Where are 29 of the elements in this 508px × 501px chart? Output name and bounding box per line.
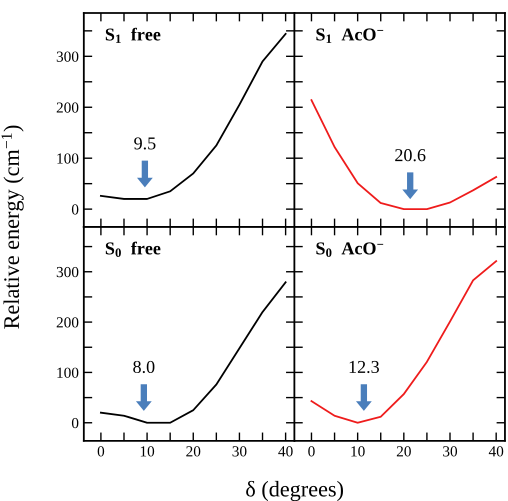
annotation: 8.0 [133,360,154,374]
y-tick-label: 300 [56,51,78,62]
x-tick-label: 10 [351,446,365,456]
y-tick-label: 200 [56,102,78,113]
x-tick-label: 20 [396,446,411,456]
y-tick-label: 300 [56,266,78,278]
x-tick-label: 0 [98,446,104,456]
y-tick-label: 100 [57,153,78,164]
x-tick-label: 20 [186,446,200,456]
x-tick-label: 0 [308,446,315,456]
annotation: 9.5 [134,137,156,150]
annotation: 20.6 [395,149,426,162]
x-tick-label: 40 [488,446,504,456]
annotation: 12.3 [350,360,379,374]
x-tick-label: 10 [140,446,154,456]
line-series [100,281,287,424]
y-tick-label: 0 [72,204,78,215]
text: S$_{1}$ AcO$^{−}$ [316,28,384,43]
text: S$_{1}$ free [106,28,160,43]
text: S$_{0}$ AcO$^{−}$ [316,242,384,257]
x-tick-label: 30 [443,446,458,456]
y-tick-label: 100 [57,368,78,378]
y-tick-label: 200 [56,317,78,328]
x-axis-title: δ (degrees) [246,480,344,501]
x-tick-label: 30 [232,446,246,456]
y-tick-label: 0 [72,418,78,428]
text: S$_{0}$ free [106,242,160,257]
x-tick-label: 40 [278,446,293,456]
y-axis-title: Relative energy (cm$^{−1}$) [1,126,24,329]
